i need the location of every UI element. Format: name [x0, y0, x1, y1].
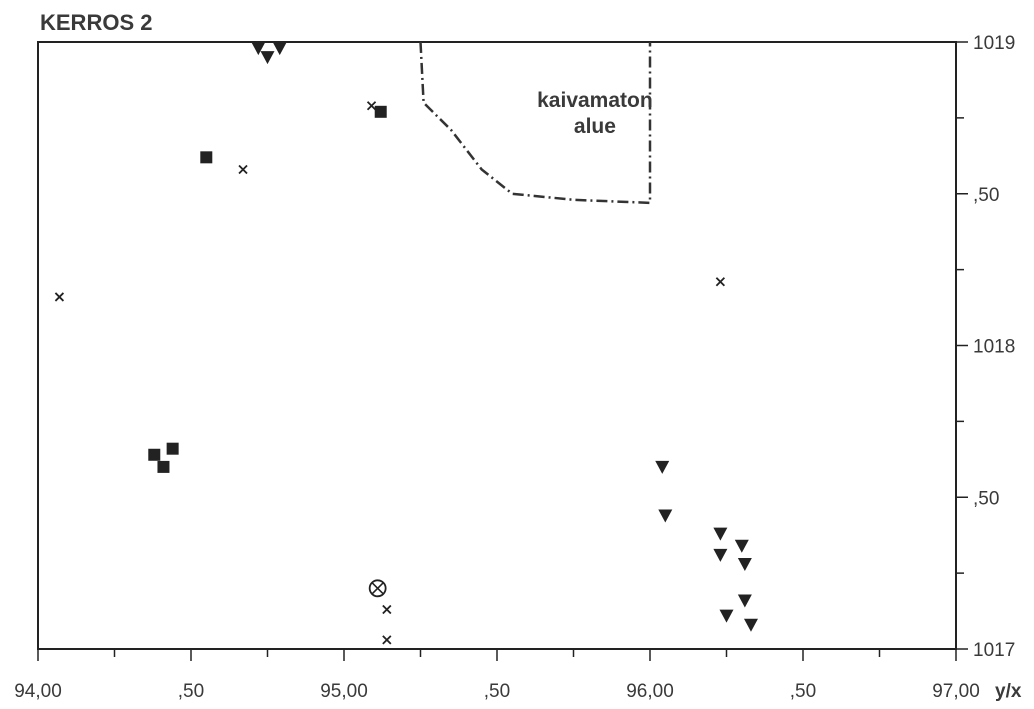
annotation-line-2: alue [574, 115, 616, 138]
x-tick-label: 95,00 [320, 681, 368, 702]
x-tick-label: ,50 [484, 681, 510, 702]
x-marker [382, 635, 392, 645]
point-x [715, 277, 726, 287]
triangle-marker [737, 558, 752, 572]
triangle-marker [658, 509, 673, 523]
y-axis: 1019 ,50 1018 ,50 1017 [956, 33, 1015, 661]
point-triangle-down [737, 594, 752, 608]
point-triangle-down [734, 539, 749, 553]
x-tick-label: ,50 [790, 681, 816, 702]
point-triangle-down [272, 42, 287, 56]
x-axis: 94,00 ,50 95,00 ,50 96,00 ,50 97,00 [14, 649, 980, 702]
point-triangle-down [737, 558, 752, 572]
point-x [366, 101, 377, 111]
point-triangle-down [743, 618, 758, 632]
triangle-marker [719, 609, 734, 623]
y-tick-label: ,50 [973, 185, 999, 206]
point-circle-x [368, 579, 387, 598]
plot-frame [37, 41, 957, 650]
x-tick-label: 94,00 [14, 681, 62, 702]
point-triangle-down [719, 609, 734, 623]
y-tick-label: 1019 [973, 33, 1015, 54]
cross-in-circle [371, 582, 384, 595]
triangle-marker [251, 42, 266, 56]
triangle-marker [655, 460, 670, 474]
annotation-line-1: kaivamaton [537, 89, 653, 112]
x-marker [238, 164, 248, 175]
triangle-marker [260, 51, 275, 65]
y-tick-label: ,50 [973, 488, 999, 509]
triangle-marker [713, 527, 728, 541]
point-x [238, 164, 248, 175]
point-triangle-down [713, 548, 728, 562]
point-square [166, 442, 179, 455]
x-tick-label: 97,00 [932, 681, 980, 702]
point-x [382, 635, 392, 645]
point-square [374, 105, 387, 118]
y-tick-label: 1018 [973, 337, 1015, 358]
unexcavated-area-boundary [419, 41, 652, 205]
triangle-marker [737, 594, 752, 608]
point-triangle-down [658, 509, 673, 523]
x-tick-label: ,50 [178, 681, 204, 702]
square-marker [200, 151, 213, 164]
point-square [148, 448, 161, 461]
point-x [382, 604, 392, 615]
x-marker [382, 604, 392, 615]
point-x [54, 292, 65, 302]
point-triangle-down [251, 42, 266, 56]
point-triangle-down [655, 460, 670, 474]
point-triangle-down [713, 527, 728, 541]
x-tick-label: 96,00 [626, 681, 674, 702]
point-triangle-down [260, 51, 275, 65]
square-marker [148, 448, 161, 461]
point-square [200, 151, 213, 164]
triangle-marker [743, 618, 758, 632]
x-marker [366, 101, 377, 111]
triangle-marker [272, 42, 287, 56]
square-marker [157, 460, 170, 473]
x-marker [715, 277, 726, 287]
square-marker [374, 105, 387, 118]
square-marker [166, 442, 179, 455]
triangle-marker [713, 548, 728, 562]
x-marker [54, 292, 65, 302]
point-square [157, 460, 170, 473]
data-points [54, 42, 758, 645]
triangle-marker [734, 539, 749, 553]
chart-title: KERROS 2 [40, 10, 152, 35]
axis-unit-label: y/x [995, 681, 1022, 702]
y-tick-label: 1017 [973, 640, 1015, 661]
